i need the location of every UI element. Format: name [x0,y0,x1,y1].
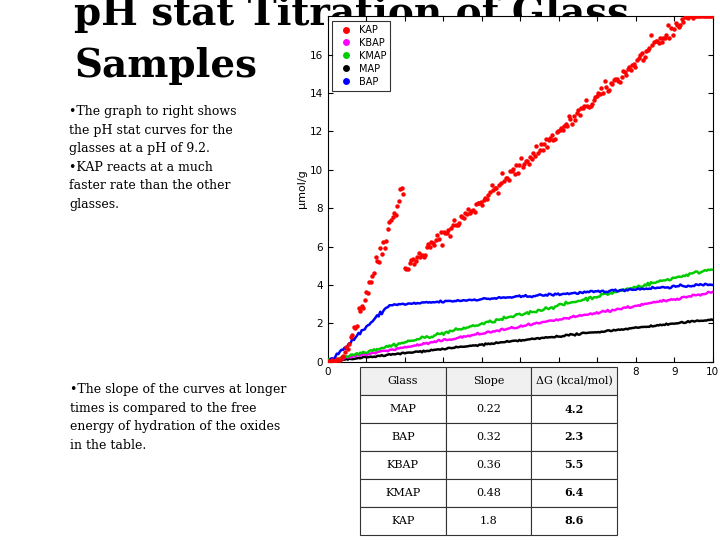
MAP [484,340,492,347]
MAP [388,351,397,357]
KAP [591,94,600,100]
KAP [696,13,705,19]
MAP [323,358,332,365]
MAP [328,358,336,365]
KBAP [546,317,554,323]
KBAP [590,310,598,316]
MAP [480,342,488,349]
KAP [325,359,333,365]
Line: KAP: KAP [326,15,714,363]
KBAP [482,329,491,335]
KMAP [323,357,332,363]
Line: MAP: MAP [328,320,713,361]
KAP [548,132,557,138]
Legend: KAP, KBAP, KMAP, MAP, BAP: KAP, KBAP, KMAP, MAP, BAP [333,21,390,91]
KAP [480,197,488,203]
BAP [482,296,491,302]
KMAP [388,342,397,348]
MAP [548,334,557,340]
MAP [591,329,600,335]
Text: •The graph to right shows
the pH stat curves for the
glasses at a pH of 9.2.
•KA: •The graph to right shows the pH stat cu… [69,105,237,211]
Line: KMAP: KMAP [328,269,713,361]
Text: pH stat Titration of Glass: pH stat Titration of Glass [74,0,629,33]
KMAP [707,266,716,273]
MAP [695,318,703,325]
BAP [478,296,487,302]
Line: KBAP: KBAP [328,292,713,362]
KAP [388,214,397,220]
KBAP [708,288,717,295]
KAP [708,13,717,19]
BAP [590,289,598,295]
BAP [701,281,709,287]
Line: BAP: BAP [328,284,713,364]
KBAP [387,347,395,353]
KMAP [695,270,703,276]
KMAP [480,321,488,327]
KMAP [708,267,717,273]
KMAP [484,319,492,325]
Text: Samples: Samples [74,46,257,85]
BAP [708,282,717,288]
MAP [707,316,716,323]
BAP [323,361,332,368]
KMAP [326,358,335,365]
KBAP [478,330,487,337]
Y-axis label: µmol/g: µmol/g [297,170,307,208]
KAP [323,358,332,365]
KAP [484,192,492,198]
KMAP [548,304,557,310]
BAP [693,281,702,288]
BAP [387,302,395,308]
Text: •The slope of the curves at longer
times is compared to the free
energy of hydra: •The slope of the curves at longer times… [70,383,287,451]
X-axis label: Time (min): Time (min) [481,382,559,395]
MAP [708,317,717,323]
KBAP [323,359,332,365]
KAP [685,13,694,19]
BAP [546,291,554,298]
KMAP [591,294,600,300]
KBAP [693,292,702,298]
